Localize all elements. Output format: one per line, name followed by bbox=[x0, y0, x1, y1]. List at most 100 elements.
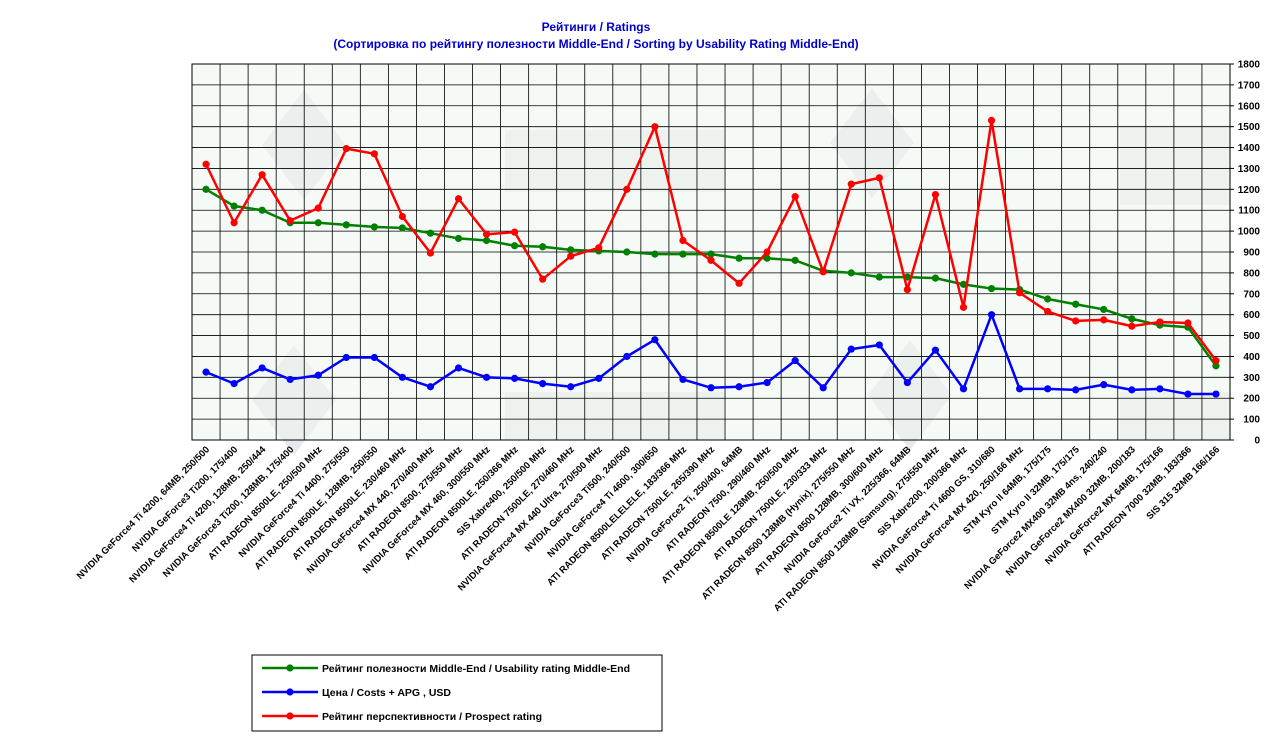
data-point bbox=[202, 368, 210, 376]
data-point bbox=[987, 311, 996, 319]
data-point bbox=[875, 341, 883, 349]
data-point bbox=[370, 353, 378, 362]
data-point bbox=[679, 250, 687, 258]
y-tick-label: 800 bbox=[1243, 268, 1260, 279]
data-point bbox=[735, 383, 743, 391]
y-tick-label: 600 bbox=[1243, 310, 1260, 321]
y-tick-label: 1200 bbox=[1238, 185, 1261, 196]
data-point bbox=[707, 250, 715, 258]
data-point bbox=[342, 145, 350, 153]
y-tick-label: 1700 bbox=[1238, 80, 1261, 91]
data-point bbox=[314, 219, 322, 227]
data-point bbox=[623, 248, 631, 256]
data-point bbox=[791, 357, 799, 365]
data-point bbox=[202, 185, 210, 193]
data-point bbox=[1128, 322, 1136, 330]
data-point bbox=[1100, 316, 1108, 324]
data-point bbox=[1072, 317, 1080, 325]
series-layer bbox=[202, 116, 1220, 398]
y-tick-label: 1600 bbox=[1238, 101, 1261, 112]
series-3 bbox=[202, 116, 1220, 365]
data-point bbox=[539, 243, 547, 251]
data-point bbox=[1156, 385, 1164, 393]
data-point bbox=[679, 236, 687, 245]
data-point bbox=[567, 383, 575, 391]
data-point bbox=[511, 374, 519, 382]
data-point bbox=[286, 375, 294, 384]
data-point bbox=[482, 236, 491, 245]
legend-label: Рейтинг перспективности / Prospect ratin… bbox=[322, 711, 542, 723]
data-point bbox=[735, 254, 743, 262]
data-point bbox=[1128, 386, 1136, 394]
x-axis: NVIDIA GeForce4 Ti 4200, 64MB, 250/500NV… bbox=[75, 444, 1222, 614]
data-point bbox=[398, 224, 407, 232]
data-point bbox=[314, 204, 322, 212]
data-point bbox=[426, 229, 435, 237]
data-point bbox=[847, 269, 855, 277]
data-point bbox=[987, 284, 996, 293]
data-point bbox=[1128, 315, 1136, 323]
y-tick-label: 1500 bbox=[1238, 122, 1261, 133]
y-tick-label: 200 bbox=[1243, 394, 1260, 405]
data-point bbox=[959, 280, 968, 288]
data-point bbox=[875, 174, 883, 182]
chart-title: Рейтинги / Ratings bbox=[542, 20, 651, 34]
data-point bbox=[847, 180, 855, 188]
y-tick-label: 500 bbox=[1243, 331, 1260, 342]
data-point bbox=[482, 230, 491, 238]
data-point bbox=[1184, 390, 1192, 398]
data-point bbox=[454, 364, 463, 372]
data-point bbox=[426, 249, 435, 257]
data-point bbox=[511, 242, 519, 250]
legend: Рейтинг полезности Middle-End / Usabilit… bbox=[251, 654, 663, 732]
data-point bbox=[258, 171, 266, 179]
data-point bbox=[651, 123, 659, 131]
data-point bbox=[398, 373, 407, 381]
y-tick-label: 0 bbox=[1254, 436, 1260, 447]
data-point bbox=[342, 221, 350, 229]
data-point bbox=[1015, 385, 1024, 393]
data-point bbox=[1100, 305, 1108, 314]
data-point bbox=[595, 244, 603, 252]
legend-label: Цена / Costs + APG , USD bbox=[322, 687, 451, 699]
data-point bbox=[454, 234, 463, 243]
data-point bbox=[987, 116, 996, 124]
data-point bbox=[286, 217, 294, 225]
data-point bbox=[791, 193, 799, 201]
data-point bbox=[903, 378, 911, 387]
y-tick-label: 1000 bbox=[1238, 227, 1261, 238]
data-point bbox=[482, 373, 491, 381]
data-point bbox=[202, 160, 210, 168]
data-point bbox=[847, 345, 855, 353]
data-point bbox=[1100, 381, 1108, 389]
data-point bbox=[595, 374, 603, 382]
y-tick-label: 900 bbox=[1243, 248, 1260, 259]
data-point bbox=[679, 375, 687, 384]
grid-lines bbox=[191, 63, 1231, 441]
data-point bbox=[707, 384, 715, 392]
y-tick-label: 1100 bbox=[1238, 206, 1260, 217]
data-point bbox=[931, 346, 940, 354]
data-point bbox=[567, 252, 575, 260]
data-point bbox=[1044, 295, 1052, 303]
data-point bbox=[230, 202, 238, 210]
data-point bbox=[511, 228, 519, 236]
data-point bbox=[258, 206, 266, 214]
data-point bbox=[258, 364, 266, 372]
data-point bbox=[651, 336, 659, 344]
y-tick-label: 1300 bbox=[1238, 164, 1261, 175]
data-point bbox=[567, 246, 575, 254]
y-tick-label: 400 bbox=[1243, 352, 1260, 363]
data-point bbox=[539, 275, 547, 283]
data-point bbox=[875, 273, 883, 281]
y-tick-label: 700 bbox=[1243, 289, 1260, 300]
data-point bbox=[791, 256, 799, 264]
data-point bbox=[763, 248, 771, 256]
data-point bbox=[230, 219, 238, 227]
data-point bbox=[1072, 386, 1080, 394]
data-point bbox=[1212, 390, 1220, 398]
data-point bbox=[763, 254, 771, 262]
data-point bbox=[931, 274, 940, 282]
data-point bbox=[454, 195, 463, 203]
data-point bbox=[370, 150, 378, 158]
